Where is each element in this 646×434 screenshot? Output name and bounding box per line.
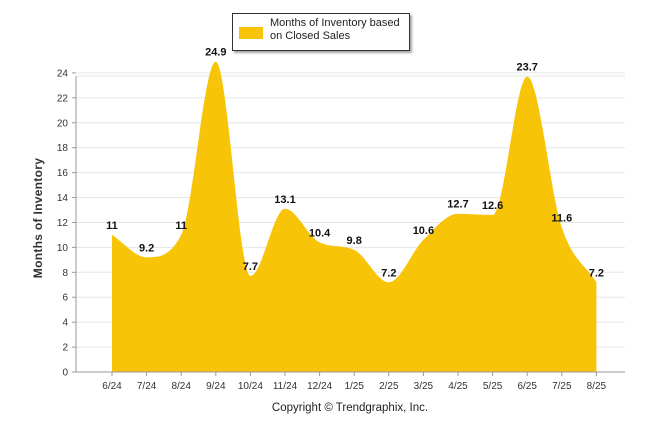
data-label: 7.2 — [381, 267, 396, 279]
y-tick-label: 0 — [62, 368, 68, 379]
x-tick-label: 4/25 — [448, 381, 468, 392]
data-label: 11 — [106, 220, 118, 232]
area-series — [112, 61, 597, 372]
data-label: 10.4 — [309, 227, 331, 239]
x-axis-ticks: 6/24 7/24 8/24 9/24 10/24 11/24 12/24 1/25 2/25 3… — [102, 372, 607, 392]
area-fill — [112, 61, 597, 372]
data-labels: 11 9.2 11 24.9 7.7 13.1 10.4 9.8 7.2 10.6 12.7 12.6… — [106, 47, 604, 280]
copyright-text: Copyright © Trendgraphix, Inc. — [271, 402, 429, 414]
data-label: 7.7 — [243, 261, 258, 273]
y-tick-label: 20 — [57, 118, 69, 129]
data-label: 9.2 — [139, 242, 154, 254]
y-tick-label: 2 — [62, 343, 68, 354]
x-tick-label: 6/25 — [517, 381, 537, 392]
y-tick-label: 4 — [62, 318, 68, 329]
x-tick-label: 1/25 — [344, 381, 364, 392]
y-tick-label: 6 — [62, 293, 68, 304]
y-tick-label: 14 — [57, 193, 69, 204]
data-label: 7.2 — [589, 267, 604, 279]
data-label: 11 — [175, 220, 187, 232]
x-tick-label: 8/25 — [587, 381, 607, 392]
x-tick-label: 3/25 — [414, 381, 434, 392]
x-tick-label: 7/24 — [137, 381, 157, 392]
data-label: 11.6 — [551, 212, 572, 224]
y-tick-label: 18 — [57, 143, 69, 154]
data-label: 13.1 — [274, 194, 295, 206]
y-tick-label: 24 — [57, 68, 69, 79]
legend-label: Months of Inventory based on Closed Sale… — [270, 17, 400, 42]
legend: Months of Inventory based on Closed Sale… — [232, 13, 410, 51]
y-tick-label: 8 — [62, 268, 68, 279]
data-label: 12.7 — [447, 199, 468, 211]
x-tick-label: 8/24 — [171, 381, 191, 392]
axes — [75, 76, 625, 373]
data-label: 12.6 — [482, 200, 503, 212]
x-tick-label: 5/25 — [483, 381, 503, 392]
y-axis-title: Months of Inventory — [31, 157, 45, 279]
data-label: 9.8 — [347, 235, 362, 247]
x-tick-label: 7/25 — [552, 381, 572, 392]
legend-swatch — [239, 27, 263, 39]
x-tick-label: 12/24 — [307, 381, 332, 392]
x-tick-label: 6/24 — [102, 381, 122, 392]
x-tick-label: 10/24 — [238, 381, 263, 392]
y-tick-label: 22 — [57, 93, 69, 104]
x-tick-label: 9/24 — [206, 381, 226, 392]
data-label: 24.9 — [205, 47, 226, 59]
y-tick-label: 10 — [57, 243, 69, 254]
y-tick-label: 16 — [57, 168, 69, 179]
data-label: 23.7 — [516, 62, 537, 74]
x-tick-label: 2/25 — [379, 381, 399, 392]
x-tick-label: 11/24 — [273, 381, 298, 392]
data-label: 10.6 — [413, 225, 434, 237]
y-tick-label: 12 — [57, 218, 69, 229]
